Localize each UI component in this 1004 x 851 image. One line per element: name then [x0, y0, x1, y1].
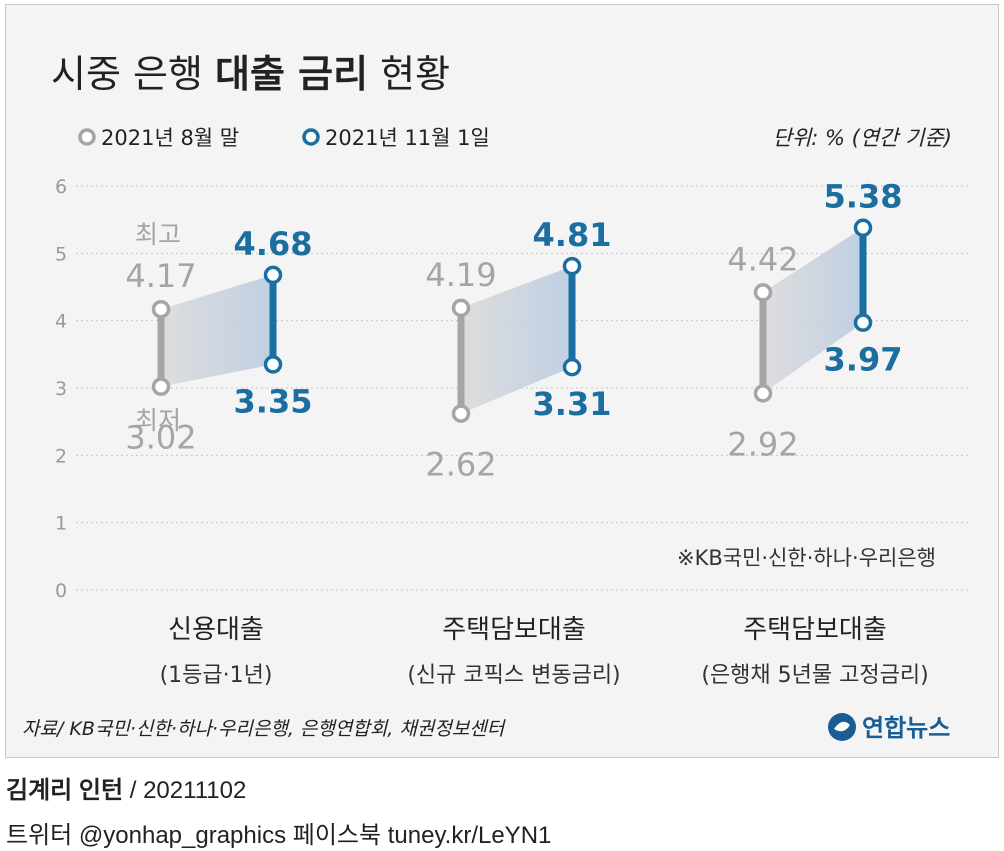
- high-value-label: 4.17: [125, 257, 196, 295]
- logo-text: 연합뉴스: [862, 714, 950, 742]
- y-tick-label: 1: [55, 513, 67, 535]
- high-point: [562, 256, 582, 276]
- range-bars: [151, 218, 873, 423]
- range-band: [161, 274, 273, 387]
- high-value-label: 4.42: [727, 240, 798, 278]
- high-point: [753, 283, 773, 302]
- chart-frame: 시중 은행 대출 금리 현황 2021년 8월 말 2021년 11월 1일 단…: [5, 4, 999, 758]
- high-value-label: 4.81: [533, 216, 612, 254]
- low-value-label: 3.35: [234, 382, 313, 420]
- low-value-label: 3.02: [125, 419, 196, 457]
- high-value-label: 4.19: [425, 256, 496, 294]
- data-labels: 4.17 3.02 4.68 3.35 4.19 2.62 4.81 3.31 4.42 2.92…: [125, 178, 902, 484]
- y-tick-label: 0: [55, 580, 67, 602]
- source-text: 자료/ KB국민·신한·하나·우리은행, 은행연합회, 채권정보센터: [22, 718, 507, 740]
- low-point: [451, 404, 471, 423]
- footer-social: 트위터 @yonhap_graphics 페이스북 tuney.kr/LeYN1: [6, 822, 552, 849]
- low-point: [151, 377, 171, 396]
- y-tick-label: 4: [55, 311, 67, 333]
- high-point: [151, 299, 171, 319]
- range-band: [461, 266, 572, 414]
- low-point: [562, 357, 582, 377]
- range-band: [763, 227, 863, 394]
- legend-marker-nov: [302, 128, 320, 146]
- low-value-label: 2.92: [727, 425, 798, 463]
- low-point: [853, 313, 873, 332]
- footer-credit: 김계리 인턴 / 20211102: [6, 770, 246, 805]
- range-bands: [161, 227, 863, 414]
- category-sublabel: (신규 코픽스 변동금리): [407, 663, 620, 688]
- y-tick-label: 6: [55, 176, 67, 198]
- max-label: 최고: [135, 220, 181, 249]
- legend-marker-aug: [78, 128, 96, 146]
- high-point: [853, 218, 873, 237]
- yonhap-logo: 연합뉴스: [828, 713, 950, 742]
- legend-label-nov: 2021년 11월 1일: [325, 126, 490, 150]
- min-label: 최저: [135, 406, 181, 435]
- legend: 2021년 8월 말 2021년 11월 1일: [78, 126, 490, 150]
- low-value-label: 3.97: [824, 341, 903, 379]
- bank-note: ※KB국민·신한·하나·우리은행: [677, 546, 936, 570]
- yonhap-logo-mark: [834, 721, 850, 732]
- legend-label-aug: 2021년 8월 말: [101, 126, 239, 150]
- chart-canvas: 시중 은행 대출 금리 현황 2021년 8월 말 2021년 11월 1일 단…: [22, 52, 968, 742]
- low-point: [753, 384, 773, 403]
- high-point: [263, 265, 283, 285]
- chart-title: 시중 은행 대출 금리 현황: [51, 52, 450, 96]
- high-value-label: 5.38: [824, 178, 903, 216]
- low-value-label: 3.31: [533, 385, 612, 423]
- category-label: 주택담보대출: [442, 615, 586, 645]
- y-tick-label: 5: [55, 243, 67, 265]
- category-label: 주택담보대출: [743, 615, 887, 645]
- credit-date: / 20211102: [123, 777, 247, 804]
- y-tick-label: 3: [55, 378, 67, 400]
- y-tick-label: 2: [55, 445, 67, 467]
- low-value-label: 2.62: [425, 446, 496, 484]
- credit-name: 김계리 인턴: [6, 777, 124, 804]
- low-point: [263, 355, 283, 374]
- high-value-label: 4.68: [234, 225, 313, 263]
- unit-label: 단위: % (연간 기준): [773, 126, 952, 150]
- category-sublabel: (1등급·1년): [160, 663, 273, 688]
- category-labels: 신용대출 (1등급·1년) 주택담보대출 (신규 코픽스 변동금리) 주택담보대출 (은행…: [160, 615, 929, 688]
- high-point: [451, 298, 471, 318]
- category-label: 신용대출: [168, 615, 264, 645]
- category-sublabel: (은행채 5년물 고정금리): [701, 663, 928, 688]
